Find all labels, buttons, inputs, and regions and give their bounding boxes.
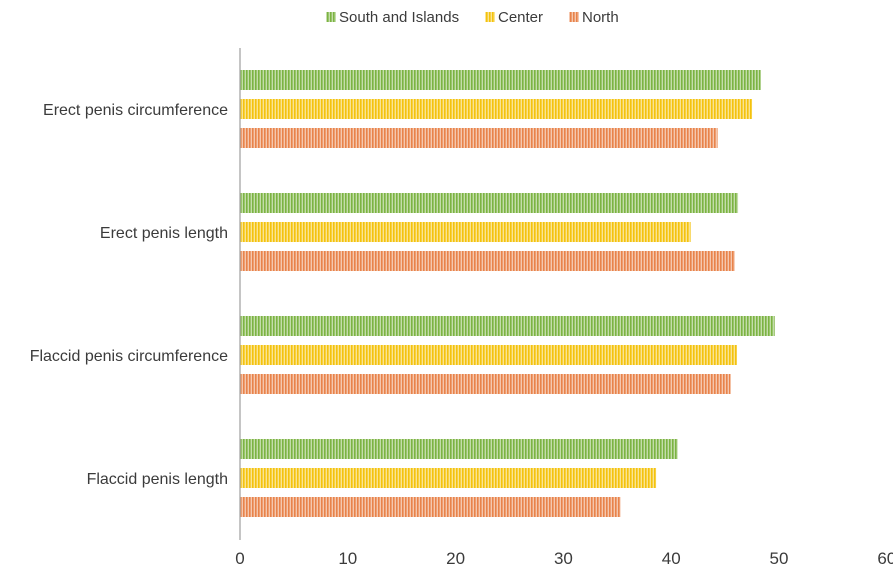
bar-1-2: [240, 251, 735, 271]
legend-swatch-2: [569, 12, 579, 22]
bar-3-0: [240, 439, 678, 459]
bar-2-1: [240, 345, 737, 365]
bar-2-0: [240, 316, 775, 336]
bar-2-2: [240, 374, 731, 394]
legend-label-2: North: [582, 9, 619, 26]
legend-swatch-1: [485, 12, 495, 22]
x-tick-label-0: 0: [235, 549, 244, 568]
legend-label-0: South and Islands: [339, 9, 459, 26]
bar-0-2: [240, 128, 718, 148]
bar-1-0: [240, 193, 739, 213]
legend: South and Islands Center North: [326, 9, 619, 26]
category-label-3: Flaccid penis length: [87, 471, 228, 488]
bar-1-1: [240, 222, 691, 242]
bar-3-2: [240, 497, 621, 517]
category-label-2: Flaccid penis circumference: [30, 348, 228, 365]
x-axis-tick-labels: 0 10 20 30 40 50 60: [235, 549, 893, 568]
legend-swatch-0: [326, 12, 336, 22]
category-labels: Erect penis circumference Erect penis len…: [30, 102, 228, 488]
x-tick-label-5: 50: [770, 549, 789, 568]
category-label-1: Erect penis length: [100, 225, 228, 242]
x-tick-label-6: 60: [877, 549, 893, 568]
bar-0-0: [240, 70, 761, 90]
x-tick-label-1: 10: [338, 549, 357, 568]
legend-label-1: Center: [498, 9, 543, 26]
bars: [240, 70, 775, 517]
bar-0-1: [240, 99, 753, 119]
x-tick-label-2: 20: [446, 549, 465, 568]
x-tick-label-4: 40: [662, 549, 681, 568]
x-tick-label-3: 30: [554, 549, 573, 568]
category-label-0: Erect penis circumference: [43, 102, 228, 119]
bar-3-1: [240, 468, 657, 488]
